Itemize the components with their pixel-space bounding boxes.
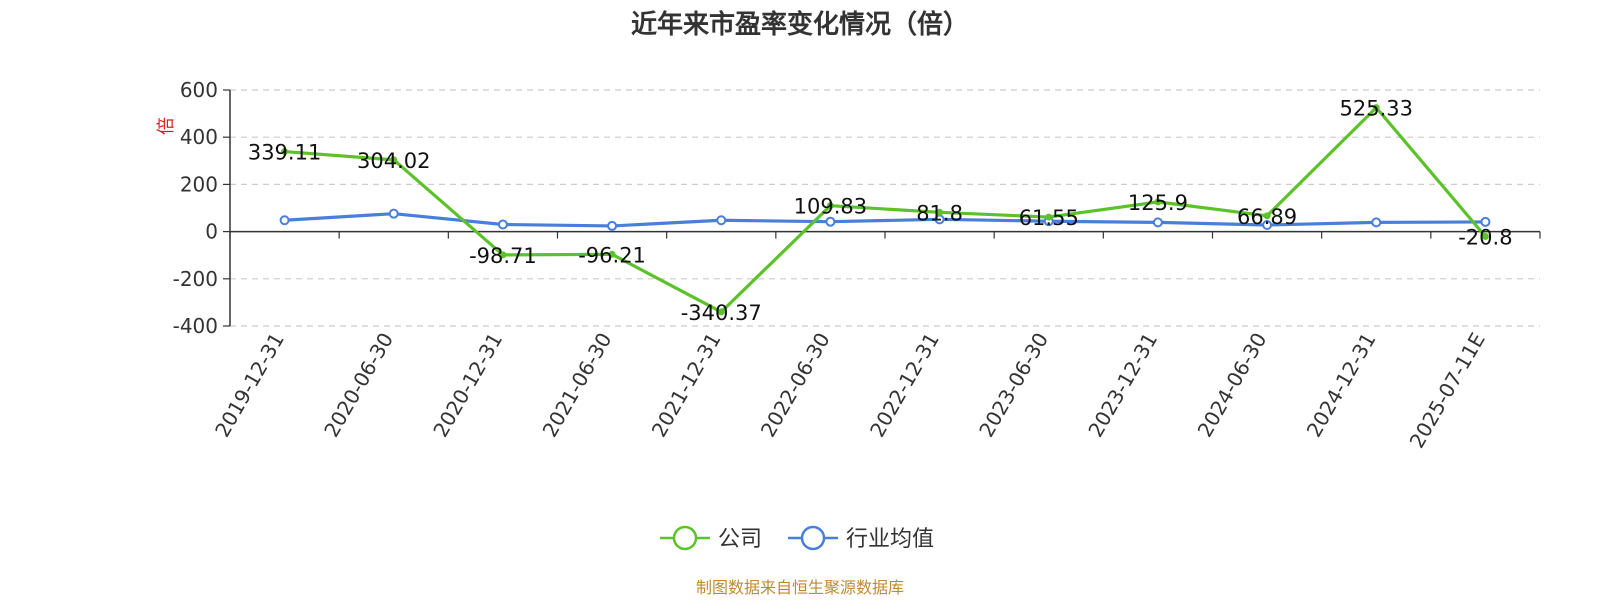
company-point (1263, 212, 1271, 220)
data-label: 339.11 (248, 141, 321, 165)
legend-label-company: 公司 (718, 527, 762, 552)
x-tick-label: 2023-06-30 (974, 329, 1053, 442)
industry-point (1371, 217, 1382, 228)
legend-item-company[interactable]: 公司 (660, 525, 762, 552)
company-point (1154, 198, 1162, 206)
industry-point (825, 216, 836, 227)
x-tick-label: 2023-12-31 (1083, 329, 1162, 442)
legend-item-industry[interactable]: 行业均值 (788, 525, 934, 552)
industry-point (388, 208, 399, 219)
series-line-company (284, 106, 1487, 314)
data-labels: 339.11 304.02 -98.71 -96.21 -340.37 109.83 81.… (248, 97, 1513, 325)
legend-label-industry: 行业均值 (846, 527, 934, 552)
y-tick-label: 200 (180, 172, 218, 196)
industry-point (607, 220, 618, 231)
industry-point (1480, 216, 1491, 227)
data-label: 61.55 (1019, 206, 1079, 230)
industry-point (1262, 219, 1273, 230)
company-point (1481, 233, 1489, 241)
company-point (1372, 104, 1380, 112)
y-tick-label: -400 (173, 314, 218, 338)
legend-marker-industry (800, 525, 826, 551)
x-tick-label: 2019-12-31 (210, 329, 289, 442)
data-label: -340.37 (681, 301, 762, 325)
industry-point (497, 219, 508, 230)
series-lines (279, 104, 1491, 316)
x-tick-label: 2021-06-30 (538, 329, 617, 442)
data-label: -20.8 (1458, 226, 1512, 250)
data-source-note: 制图数据来自恒生聚源数据库 (696, 578, 904, 597)
industry-point (716, 215, 727, 226)
company-point (390, 156, 398, 164)
legend-marker-company (672, 525, 698, 551)
company-point (717, 308, 725, 316)
industry-point (279, 215, 290, 226)
y-tick-label: 400 (180, 125, 218, 149)
company-point (281, 148, 289, 156)
x-tick-label: 2025-07-11E (1405, 329, 1490, 453)
industry-point (1152, 217, 1163, 228)
chart-title: 近年来市盈率变化情况（倍） (631, 9, 969, 40)
y-tick-label: 600 (180, 78, 218, 102)
company-point (826, 202, 834, 210)
data-label: 81.8 (916, 201, 963, 225)
company-point (1045, 213, 1053, 221)
data-label: 109.83 (794, 195, 867, 219)
x-tick-label: 2020-06-30 (319, 329, 398, 442)
company-point (608, 250, 616, 258)
company-point (499, 251, 507, 259)
data-label: -96.21 (578, 243, 646, 267)
x-tick-label: 2022-12-31 (865, 328, 944, 441)
data-label: 525.33 (1340, 97, 1413, 121)
x-tick-label: 2024-12-31 (1302, 329, 1381, 442)
x-tick-label: 2021-12-31 (647, 329, 726, 442)
series-line-industry (284, 212, 1486, 228)
data-label: 66.89 (1237, 205, 1297, 229)
x-tick-label: 2022-06-30 (756, 329, 835, 442)
y-axis-unit: 倍 (156, 117, 177, 135)
data-label: -98.71 (469, 244, 537, 268)
y-tick-label: 0 (205, 220, 218, 244)
legend[interactable]: 公司 行业均值 (660, 525, 934, 552)
grid-lines (230, 89, 1540, 327)
y-tick-label: -200 (173, 267, 218, 291)
x-tick-label: 2024-06-30 (1193, 329, 1272, 442)
data-label: 304.02 (357, 149, 430, 173)
x-tick-label: 2020-12-31 (428, 328, 507, 441)
data-label: 125.9 (1128, 191, 1188, 215)
company-point (936, 208, 944, 216)
